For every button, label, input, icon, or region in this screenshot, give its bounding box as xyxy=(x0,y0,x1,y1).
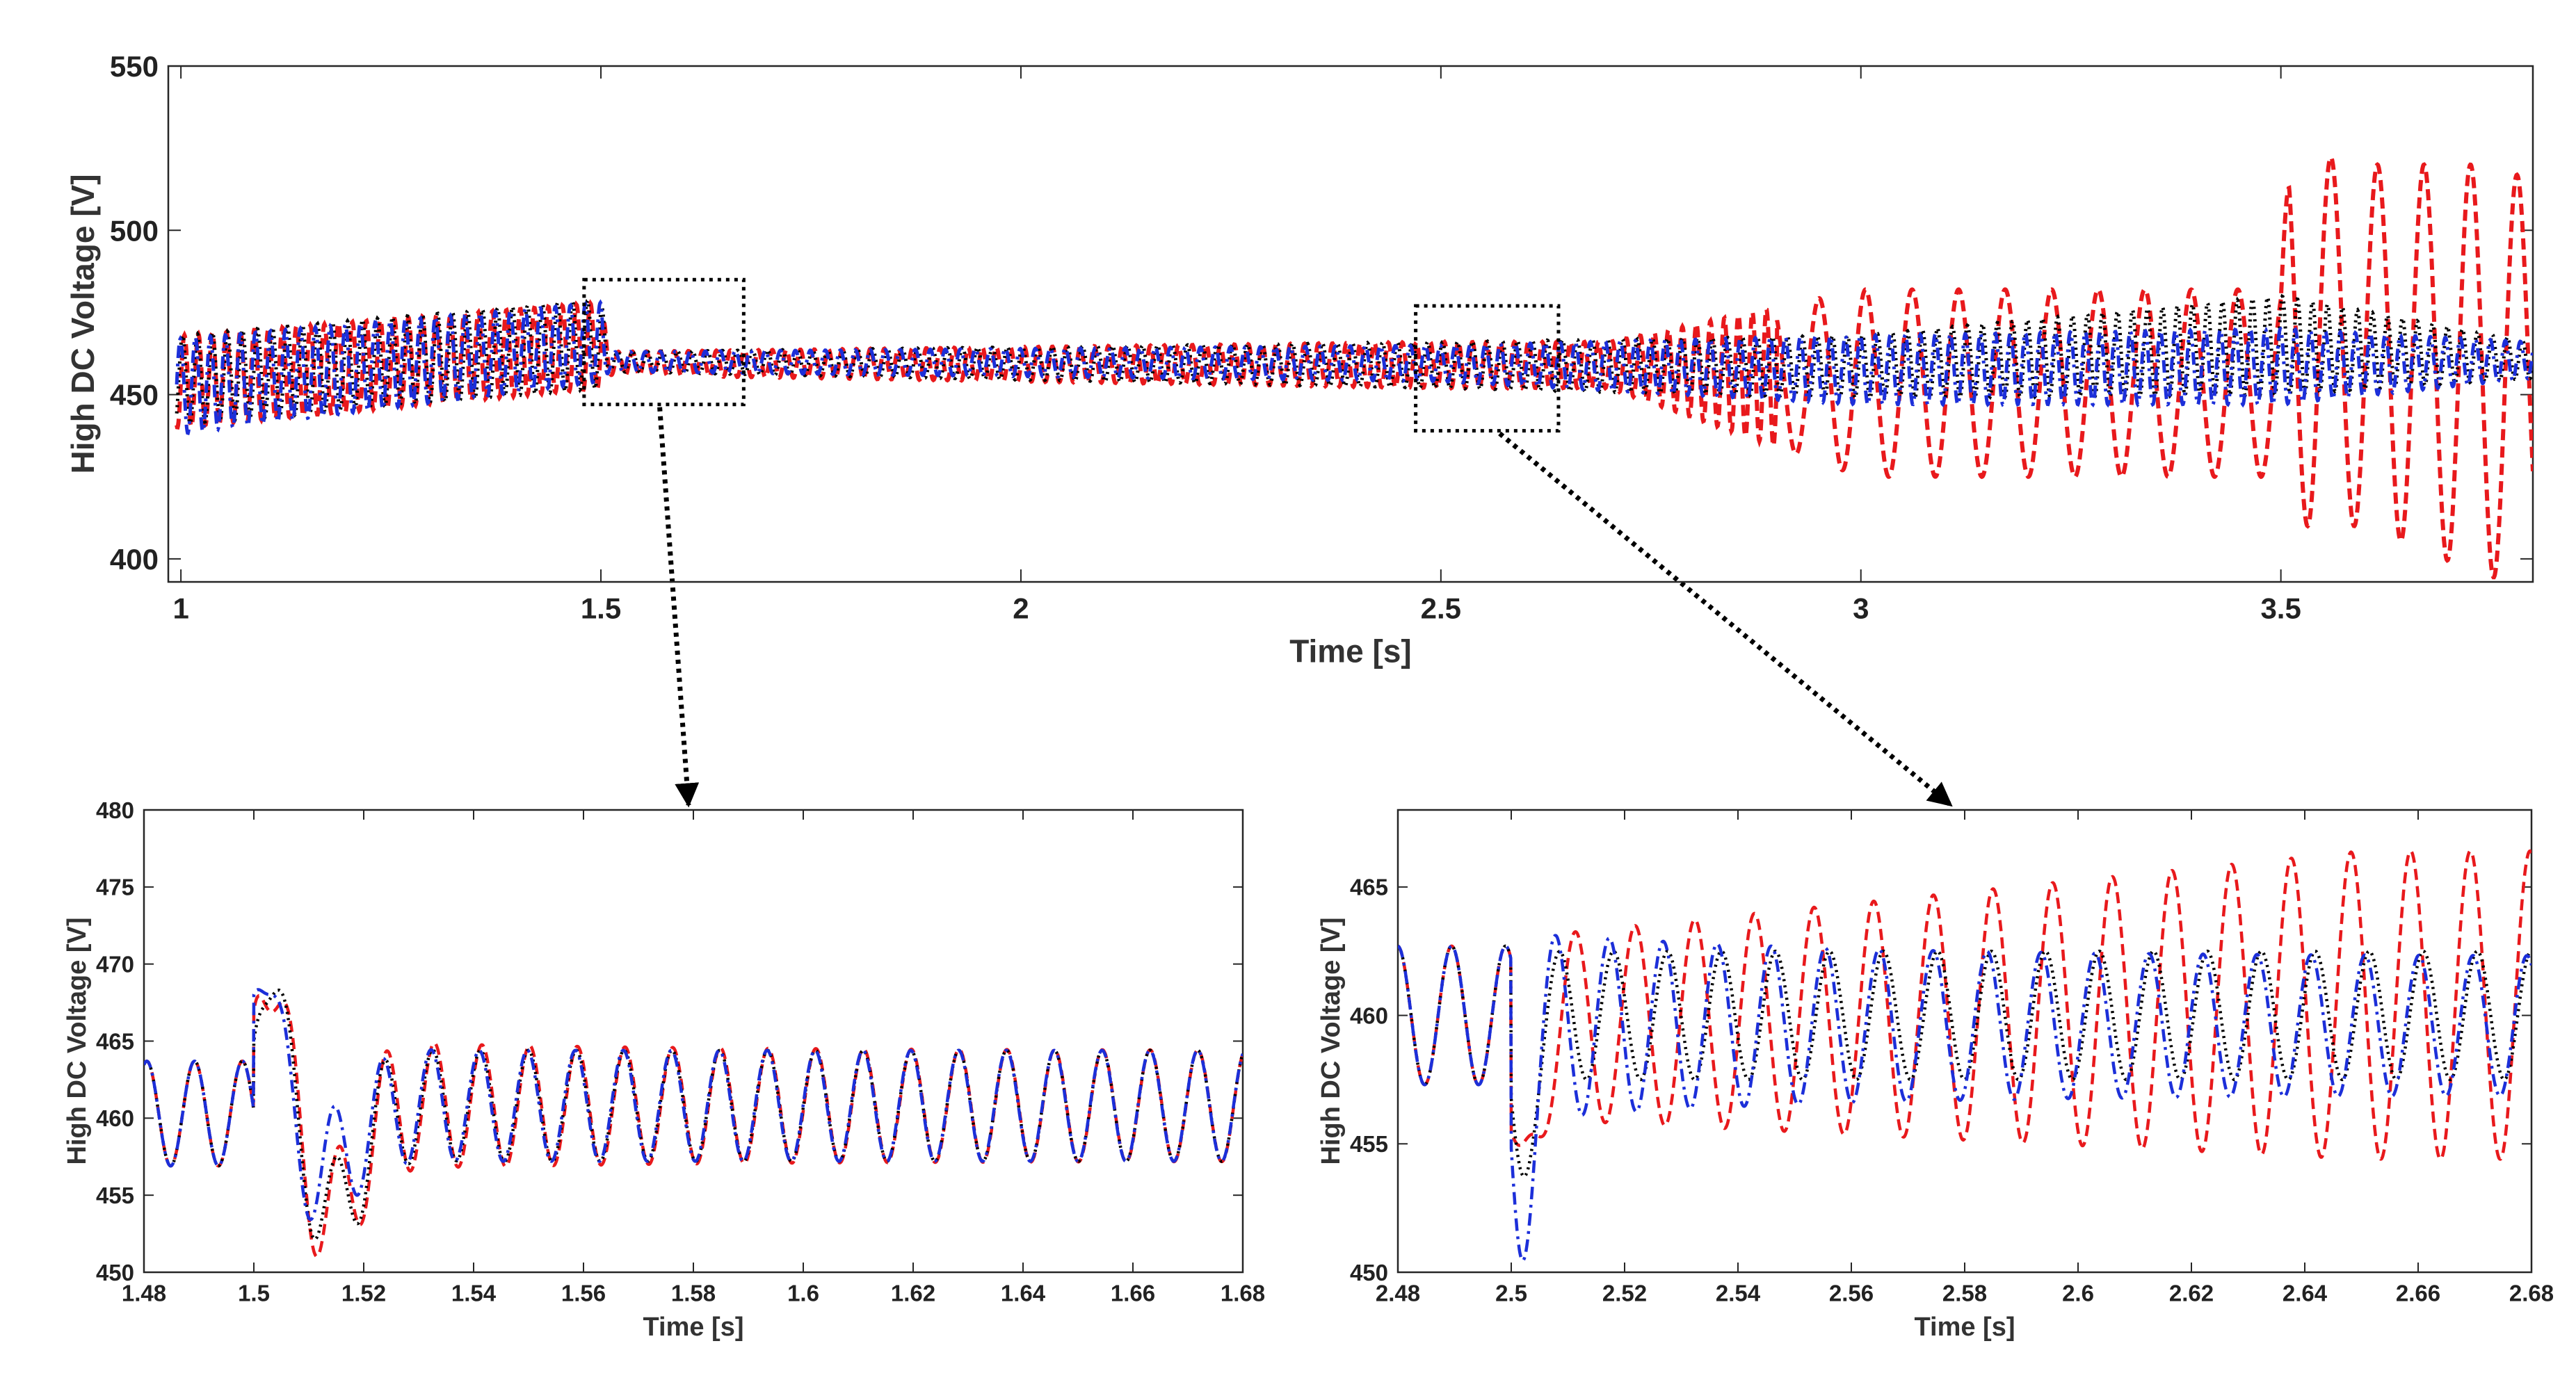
y-tick-label: 550 xyxy=(110,50,159,83)
zoom-inset-1-5s-chart: 1.48 1.5 1.52 1.54 1.56 1.58 1.6 1.62 1.64 1.66 1.… xyxy=(63,797,1265,1342)
x-tick-label: 1.5 xyxy=(238,1280,270,1306)
x-tick-label: 2.54 xyxy=(1716,1280,1761,1306)
series-group xyxy=(175,154,2533,580)
y-tick-label: 450 xyxy=(1350,1260,1388,1285)
x-tick-label: 1.6 xyxy=(787,1280,819,1306)
y-tick-label: 455 xyxy=(96,1183,134,1208)
series-group xyxy=(144,988,1243,1258)
zoom-arrow-2 xyxy=(1498,431,1953,807)
zoom-inset-2-5s-chart: 2.48 2.5 2.52 2.54 2.56 2.58 2.6 2.62 2.64 2.66 2.… xyxy=(1317,809,2554,1342)
x-tick-label: 2.5 xyxy=(1421,592,1461,625)
x-tick-label: 3 xyxy=(1853,592,1869,625)
y-tick-label: 400 xyxy=(110,543,159,576)
x-tick-label: 1 xyxy=(172,592,188,625)
x-tick-label: 2.62 xyxy=(2169,1280,2214,1306)
x-tick-label: 1.48 xyxy=(122,1280,166,1306)
x-tick-label: 2.56 xyxy=(1829,1280,1874,1306)
x-tick-label: 3.5 xyxy=(2260,592,2301,625)
series-line-blue-dashdot xyxy=(144,988,1243,1222)
x-tick-label: 1.54 xyxy=(451,1280,497,1306)
y-tick-label: 475 xyxy=(96,875,134,900)
y-tick-label: 455 xyxy=(1350,1131,1388,1157)
series-line-black-dotted xyxy=(1398,944,2531,1178)
x-tick-label: 1.64 xyxy=(1001,1280,1046,1306)
y-tick-label: 450 xyxy=(110,379,159,412)
x-tick-label: 2 xyxy=(1013,592,1029,625)
y-tick-label: 480 xyxy=(96,797,134,823)
x-tick-label: 2.58 xyxy=(1942,1280,1987,1306)
x-tick-label: 1.52 xyxy=(341,1280,386,1306)
x-tick-label: 2.6 xyxy=(2062,1280,2094,1306)
x-tick-label: 2.66 xyxy=(2396,1280,2440,1306)
y-tick-label: 465 xyxy=(96,1028,134,1054)
series-line-red-dashed xyxy=(175,154,2533,580)
x-tick-label: 1.68 xyxy=(1221,1280,1265,1306)
y-axis-label: High DC Voltage [V] xyxy=(1317,917,1346,1164)
main-voltage-chart: 1 1.5 2 2.5 3 3.5 400 450 500 550 Time [s] High DC … xyxy=(65,50,2534,669)
x-tick-label: 2.52 xyxy=(1602,1280,1647,1306)
y-tick-label: 465 xyxy=(1350,875,1388,900)
zoom-arrow-1 xyxy=(657,407,700,808)
zoom-arrows xyxy=(657,407,1953,808)
series-line-blue-dashdot xyxy=(175,299,2533,436)
series-line-red-dashed xyxy=(144,994,1243,1258)
x-axis-label: Time [s] xyxy=(643,1313,743,1342)
x-axis-label: Time [s] xyxy=(1914,1313,2015,1342)
x-tick-label: 1.62 xyxy=(891,1280,935,1306)
series-line-black-dotted xyxy=(144,989,1243,1241)
y-tick-label: 470 xyxy=(96,952,134,977)
axes-frame xyxy=(1396,809,2533,1274)
x-tick-label: 2.5 xyxy=(1495,1280,1527,1306)
x-tick-label: 1.66 xyxy=(1111,1280,1155,1306)
y-tick-label: 460 xyxy=(96,1105,134,1131)
x-tick-label: 2.48 xyxy=(1376,1280,1420,1306)
x-tick-label: 1.5 xyxy=(581,592,621,625)
series-line-blue-dashdot xyxy=(1398,934,2531,1263)
y-tick-label: 500 xyxy=(110,214,159,247)
x-tick-label: 2.68 xyxy=(2509,1280,2554,1306)
y-tick-label: 450 xyxy=(96,1260,134,1285)
series-group xyxy=(1398,849,2531,1263)
series-line-red-dashed xyxy=(1398,849,2531,1161)
x-tick-label: 2.64 xyxy=(2283,1280,2328,1306)
x-tick-label: 1.56 xyxy=(561,1280,606,1306)
axes-frame xyxy=(167,65,2534,583)
x-tick-label: 1.58 xyxy=(671,1280,716,1306)
y-axis-label: High DC Voltage [V] xyxy=(65,174,101,473)
y-tick-label: 460 xyxy=(1350,1003,1388,1028)
y-axis-label: High DC Voltage [V] xyxy=(63,917,92,1164)
x-axis-label: Time [s] xyxy=(1289,633,1412,669)
